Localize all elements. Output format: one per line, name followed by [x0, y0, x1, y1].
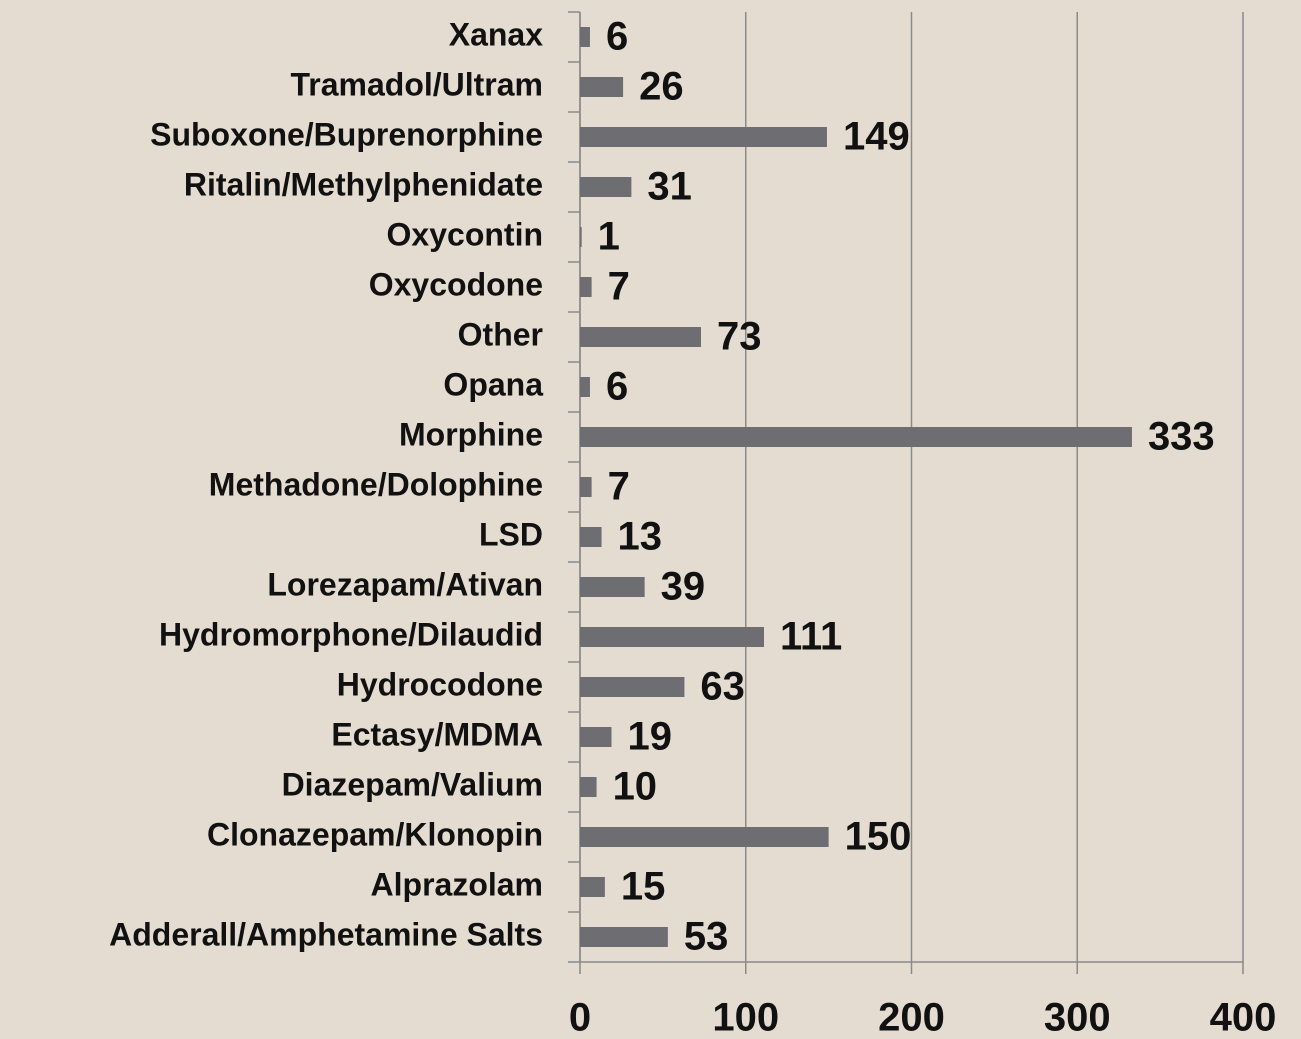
y-tick-label: Morphine [399, 416, 543, 452]
value-label: 6 [606, 15, 628, 59]
bar [580, 577, 645, 597]
bar [580, 77, 624, 97]
x-tick-label: 300 [1044, 996, 1111, 1039]
bar [580, 877, 605, 897]
x-tick-label: 400 [1210, 996, 1277, 1039]
y-tick-label: Diazepam/Valium [282, 766, 543, 802]
y-tick-label: Xanax [449, 16, 543, 52]
value-label: 149 [843, 115, 910, 159]
bar [580, 527, 602, 547]
y-tick-label: Opana [443, 366, 543, 402]
x-tick-label: 100 [712, 996, 779, 1039]
y-tick-label: Ritalin/Methylphenidate [184, 166, 543, 202]
value-label: 1 [598, 215, 620, 259]
y-tick-label: Other [458, 316, 543, 352]
x-tick-label: 200 [878, 996, 945, 1039]
value-label: 13 [618, 515, 663, 559]
bar [580, 727, 612, 747]
bar [580, 377, 590, 397]
value-label: 7 [608, 265, 630, 309]
value-label: 26 [639, 65, 684, 109]
bar [580, 177, 632, 197]
y-tick-label: Lorezapam/Ativan [267, 566, 543, 602]
value-label: 10 [613, 765, 658, 809]
bar [580, 827, 829, 847]
y-tick-label: Methadone/Dolophine [209, 466, 543, 502]
value-label: 333 [1148, 415, 1215, 459]
y-tick-label: Adderall/Amphetamine Salts [109, 916, 543, 952]
bar [580, 27, 590, 47]
value-label: 7 [608, 465, 630, 509]
bar [580, 127, 827, 147]
y-tick-label: Alprazolam [371, 866, 543, 902]
bar [580, 677, 685, 697]
y-tick-label: Clonazepam/Klonopin [207, 816, 543, 852]
bar [580, 277, 592, 297]
value-label: 19 [627, 715, 672, 759]
y-tick-label: Oxycodone [369, 266, 543, 302]
value-label: 15 [621, 865, 666, 909]
y-tick-label: LSD [479, 516, 543, 552]
bar [580, 927, 668, 947]
value-label: 39 [661, 565, 706, 609]
value-label: 73 [717, 315, 762, 359]
x-tick-label: 0 [569, 996, 591, 1039]
value-label: 6 [606, 365, 628, 409]
value-label: 63 [700, 665, 745, 709]
bar [580, 627, 764, 647]
value-label: 53 [684, 915, 729, 959]
bar [580, 777, 597, 797]
y-tick-label: Hydromorphone/Dilaudid [159, 616, 543, 652]
value-label: 111 [780, 615, 842, 659]
y-tick-label: Suboxone/Buprenorphine [150, 116, 543, 152]
y-tick-label: Ectasy/MDMA [331, 716, 543, 752]
bar [580, 477, 592, 497]
y-tick-label: Hydrocodone [337, 666, 543, 702]
y-tick-label: Oxycontin [387, 216, 543, 252]
value-label: 31 [647, 165, 692, 209]
bar [580, 327, 701, 347]
bar [580, 227, 582, 247]
bar [580, 427, 1132, 447]
y-tick-label: Tramadol/Ultram [290, 66, 543, 102]
value-label: 150 [845, 815, 912, 859]
